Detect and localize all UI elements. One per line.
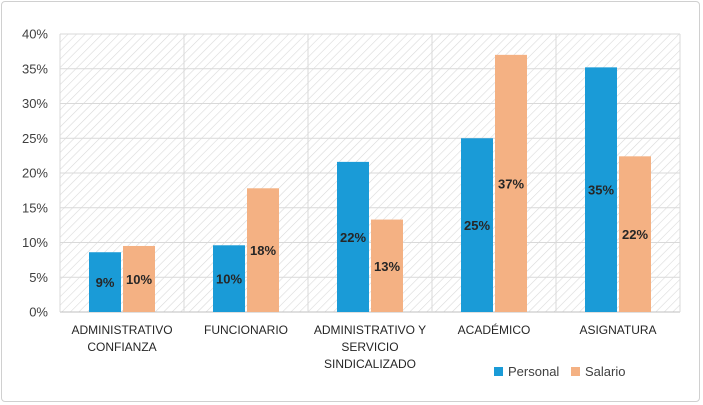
bar-personal — [461, 138, 493, 312]
bars — [89, 54, 651, 312]
bar-personal — [585, 67, 617, 312]
bar-personal — [213, 245, 245, 312]
y-axis-ticks: 0% 5% 10% 15% 20% 25% 30% 35% 40% — [22, 27, 48, 320]
x-category-label: ADMINISTRATIVO Y — [314, 323, 426, 337]
y-tick-label: 0% — [29, 305, 48, 320]
x-category-label: FUNCIONARIO — [204, 323, 288, 337]
legend-label: Personal — [508, 364, 559, 379]
x-category-label: SERVICIO — [341, 340, 398, 354]
y-tick-label: 5% — [29, 270, 48, 285]
bar-salario — [495, 54, 527, 312]
legend-swatch — [571, 367, 580, 376]
bar-personal — [89, 252, 121, 312]
data-label: 35% — [588, 183, 614, 198]
data-label: 10% — [126, 272, 152, 287]
data-labels: 9% 10% 10% 18% 22% 13% 25% 37% 35% 22% — [96, 176, 649, 290]
x-category-label: SINDICALIZADO — [324, 357, 416, 371]
x-category-label: ACADÉMICO — [458, 322, 531, 337]
gridlines — [59, 33, 681, 313]
y-tick-label: 20% — [22, 166, 48, 181]
y-tick-label: 40% — [22, 27, 48, 42]
bar-salario — [123, 245, 155, 312]
data-label: 9% — [96, 275, 115, 290]
bar-salario — [247, 188, 279, 312]
x-category-label: ADMINISTRATIVO — [71, 323, 172, 337]
y-tick-label: 35% — [22, 61, 48, 76]
y-tick-label: 10% — [22, 235, 48, 250]
x-category-label: ASIGNATURA — [579, 323, 656, 337]
data-label: 25% — [464, 218, 490, 233]
y-tick-label: 25% — [22, 131, 48, 146]
legend: Personal Salario — [494, 364, 625, 379]
data-label: 37% — [498, 176, 524, 191]
y-tick-label: 15% — [22, 200, 48, 215]
legend-swatch — [494, 367, 503, 376]
data-label: 10% — [216, 272, 242, 287]
data-label: 22% — [340, 230, 366, 245]
data-label: 18% — [250, 243, 276, 258]
bar-salario — [619, 156, 651, 312]
y-tick-label: 30% — [22, 96, 48, 111]
data-label: 13% — [374, 259, 400, 274]
legend-label: Salario — [585, 364, 625, 379]
bar-personal — [337, 161, 369, 312]
x-category-label: CONFIANZA — [87, 340, 156, 354]
bar-salario — [371, 219, 403, 312]
data-label: 22% — [622, 227, 648, 242]
x-axis-categories: ADMINISTRATIVO CONFIANZA FUNCIONARIO ADMINI… — [71, 322, 656, 371]
